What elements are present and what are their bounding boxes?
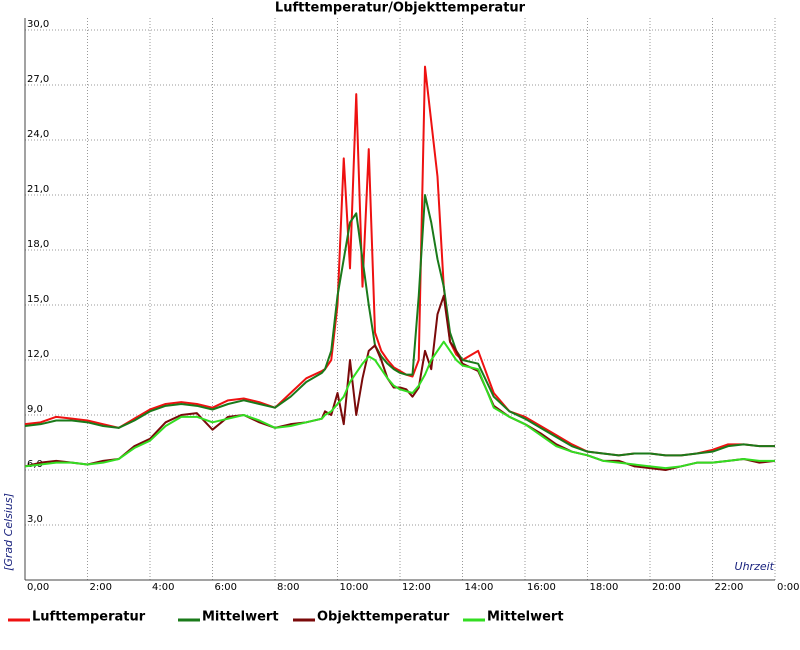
y-tick-label: 3,0 xyxy=(27,514,43,525)
y-tick-label: 27,0 xyxy=(27,74,49,85)
y-tick-label: 30,0 xyxy=(27,19,49,30)
x-axis-label: Uhrzeit xyxy=(735,560,775,573)
chart-title: Lufttemperatur/Objekttemperatur xyxy=(275,1,526,16)
y-tick-label: 12,0 xyxy=(27,349,49,360)
y-tick-label: 15,0 xyxy=(27,294,49,305)
series-line xyxy=(24,340,775,470)
y-tick-label: 21,0 xyxy=(27,184,49,195)
y-tick-label: 18,0 xyxy=(27,239,49,250)
x-tick-label: 18:00 xyxy=(590,582,619,593)
legend-label: Lufttemperatur xyxy=(32,610,146,625)
x-tick-label: 10:00 xyxy=(340,582,369,593)
series-line xyxy=(24,294,776,471)
x-tick-label: 14:00 xyxy=(465,582,494,593)
x-tick-label: 12:00 xyxy=(402,582,431,593)
x-tick-label: 0:00 xyxy=(777,582,799,593)
x-tick-label: 4:00 xyxy=(152,582,174,593)
legend-label: Mittelwert xyxy=(202,610,279,625)
x-tick-label: 0,00 xyxy=(27,582,49,593)
legend-label: Mittelwert xyxy=(487,610,564,625)
x-tick-label: 2:00 xyxy=(90,582,112,593)
y-tick-label: 9,0 xyxy=(27,404,43,415)
series-line xyxy=(24,194,775,457)
x-tick-label: 6:00 xyxy=(215,582,237,593)
x-tick-label: 8:00 xyxy=(277,582,299,593)
x-tick-label: 16:00 xyxy=(527,582,556,593)
x-tick-label: 22:00 xyxy=(715,582,744,593)
x-tick-label: 20:00 xyxy=(652,582,681,593)
y-tick-label: 24,0 xyxy=(27,129,49,140)
legend-label: Objekttemperatur xyxy=(317,610,450,625)
y-axis-label: [Grad Celsius] xyxy=(2,493,15,571)
